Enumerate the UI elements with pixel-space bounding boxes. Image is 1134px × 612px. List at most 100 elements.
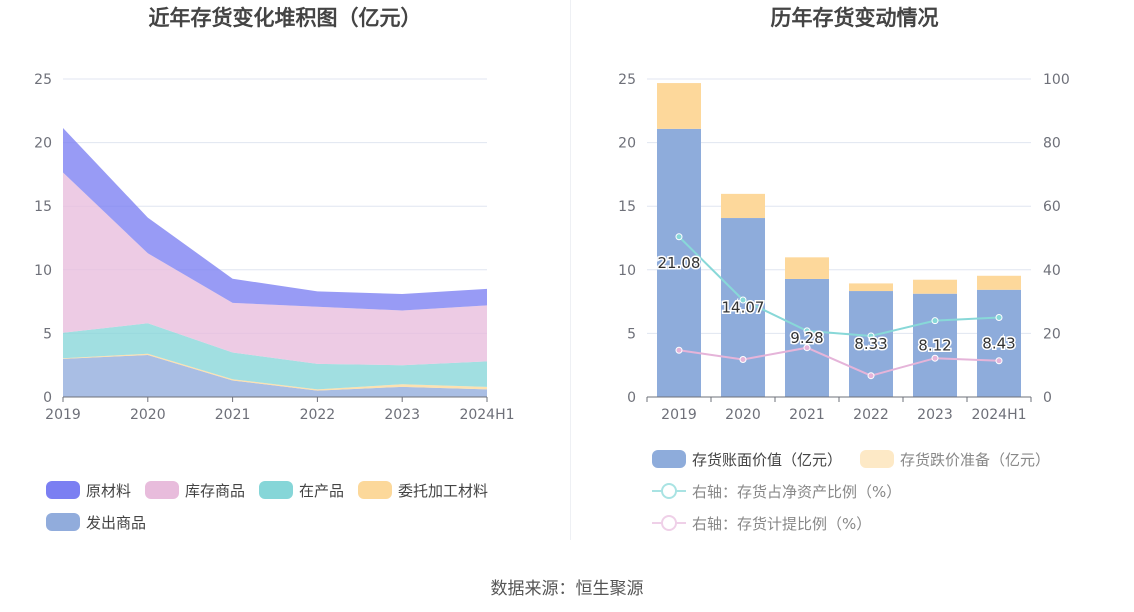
y2-tick-label: 0	[1043, 390, 1052, 406]
legend-swatch	[145, 481, 180, 499]
bar-data-label: 14.07	[722, 299, 765, 317]
bar-series-0	[913, 293, 957, 397]
bar-series-1	[657, 83, 701, 129]
panel-divider	[570, 0, 571, 540]
bar-data-label: 8.43	[982, 334, 1015, 352]
bar-series-1	[977, 275, 1021, 290]
data-source-note: 数据来源：恒生聚源	[490, 579, 644, 599]
x-tick-label: 2020	[725, 407, 761, 423]
line-point-1	[931, 354, 939, 362]
area-chart-series	[63, 127, 487, 397]
bar-chart-axes: 0 5 10 15 20 25 0 20 40 60 80 100 2019 2020 2021 2022 20…	[618, 72, 1070, 423]
bar-series-1	[785, 257, 829, 279]
area-series-2	[63, 323, 487, 390]
legend-item-net-asset-ratio[interactable]: 右轴：存货占净资产比例（%）	[652, 475, 901, 507]
legend-item[interactable]: 委托加工材料	[358, 474, 488, 506]
y2-tick-label: 80	[1043, 136, 1061, 152]
bar-line-chart: 21.08 14.07 9.28 8.33 8.12 8.43 0 5 10 15 20 25 0 20…	[618, 72, 1070, 423]
y2-tick-label: 20	[1043, 326, 1061, 342]
x-tick-label: 2024H1	[971, 407, 1026, 423]
x-tick-label: 2020	[130, 407, 166, 423]
y2-tick-label: 100	[1043, 72, 1070, 88]
legend-label: 委托加工材料	[398, 481, 489, 500]
y-tick-label: 0	[43, 390, 52, 406]
legend-item-book-value[interactable]: 存货账面价值（亿元）	[652, 443, 842, 475]
legend-item[interactable]: 发出商品	[46, 506, 146, 538]
legend-label-book-value: 存货账面价值（亿元）	[692, 450, 843, 469]
y-tick-label: 10	[618, 263, 636, 279]
legend-item[interactable]: 在产品	[259, 474, 344, 506]
bar-data-label: 21.08	[658, 254, 701, 272]
area-chart-axes: 0 5 10 15 20 25 2019 2020 2021 2022 2023 2024H1	[34, 72, 514, 423]
legend-item[interactable]: 库存商品	[145, 474, 245, 506]
y-tick-label: 20	[618, 136, 636, 152]
bar-series-0	[977, 289, 1021, 397]
x-tick-label: 2021	[789, 407, 825, 423]
line-point-0	[995, 314, 1003, 321]
y-tick-label: 20	[34, 136, 52, 152]
legend-swatch	[46, 513, 80, 531]
legend-item[interactable]: 原材料	[46, 474, 131, 506]
line-point-1	[803, 344, 811, 352]
legend-swatch-net-asset-ratio	[652, 482, 686, 500]
line-point-0	[803, 327, 811, 335]
legend-item-provision-ratio[interactable]: 右轴：存货计提比例（%）	[652, 507, 871, 539]
bar-series-1	[913, 279, 957, 294]
y2-tick-label: 40	[1043, 263, 1061, 279]
line-point-0	[675, 233, 683, 241]
legend-label-net-asset-ratio: 右轴：存货占净资产比例（%）	[692, 482, 902, 501]
area-chart-legend: 原材料 库存商品 在产品 委托加工材料发出商品	[46, 474, 546, 538]
area-series-4	[63, 127, 487, 311]
legend-swatch-book-value	[652, 450, 686, 468]
line-series-0	[678, 236, 1000, 337]
x-tick-label: 2019	[45, 407, 81, 423]
x-tick-label: 2021	[215, 407, 251, 423]
x-tick-label: 2022	[853, 407, 889, 423]
x-tick-label: 2022	[300, 407, 336, 423]
x-tick-label: 2023	[917, 407, 953, 423]
legend-item-impairment[interactable]: 存货跌价准备（亿元）	[860, 443, 1050, 475]
bar-data-label: 8.33	[854, 335, 887, 353]
y-tick-label: 5	[43, 326, 52, 342]
legend-label: 发出商品	[86, 513, 147, 532]
legend-label-impairment: 存货跌价准备（亿元）	[900, 450, 1051, 469]
legend-label-provision-ratio: 右轴：存货计提比例（%）	[692, 514, 872, 533]
y-tick-label: 25	[618, 72, 636, 88]
area-series-0	[63, 355, 487, 397]
stacked-area-chart: 0 5 10 15 20 25 2019 2020 2021 2022 2023 2024H1	[34, 72, 514, 423]
legend-swatch	[358, 481, 393, 499]
legend-label: 库存商品	[185, 481, 246, 500]
y-tick-label: 25	[34, 72, 52, 88]
x-tick-label: 2024H1	[459, 407, 514, 423]
y-tick-label: 15	[618, 199, 636, 215]
bar-chart-legend: 存货账面价值（亿元） 存货跌价准备（亿元） 右轴：存货占净资产比例（%） 右轴：…	[652, 443, 1112, 539]
x-tick-label: 2023	[384, 407, 420, 423]
y-tick-label: 10	[34, 263, 52, 279]
legend-label: 在产品	[299, 481, 345, 500]
y-tick-label: 5	[627, 326, 636, 342]
bar-series-1	[849, 283, 893, 292]
bar-chart-title: 历年存货变动情况	[770, 6, 939, 30]
line-point-1	[867, 372, 875, 380]
bar-series-0	[849, 291, 893, 397]
line-point-1	[675, 346, 683, 354]
y-tick-label: 0	[627, 390, 636, 406]
line-point-0	[931, 317, 939, 325]
bar-series-1	[721, 193, 765, 219]
legend-swatch-provision-ratio	[652, 514, 686, 532]
area-series-3	[63, 172, 487, 366]
legend-swatch	[46, 481, 80, 499]
line-point-0	[739, 296, 747, 304]
x-tick-label: 2019	[661, 407, 697, 423]
y-tick-label: 15	[34, 199, 52, 215]
line-point-0	[867, 332, 875, 340]
bar-chart-data-labels: 21.08 14.07 9.28 8.33 8.12 8.43	[656, 252, 1017, 355]
line-point-1	[995, 357, 1003, 365]
bar-data-label: 8.12	[918, 336, 951, 354]
bar-chart-gridlines	[647, 78, 1031, 334]
bar-chart-lines	[675, 233, 1003, 380]
bar-data-label: 9.28	[790, 329, 823, 347]
legend-swatch	[259, 481, 294, 499]
legend-swatch-impairment	[860, 450, 895, 468]
bar-series-0	[785, 278, 829, 397]
